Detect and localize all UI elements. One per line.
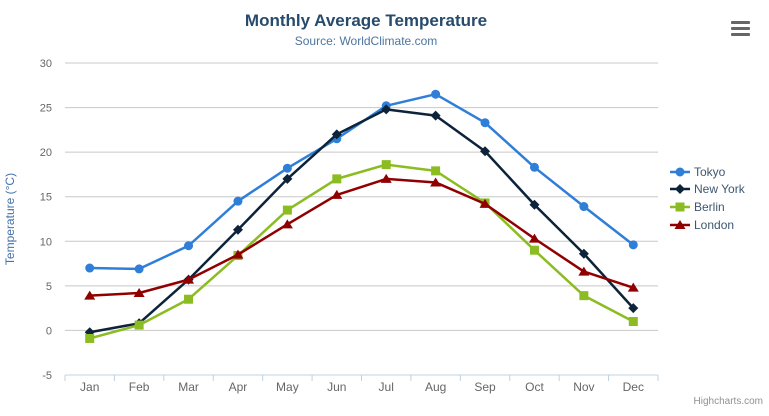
data-point-tokyo-oct[interactable] xyxy=(529,162,539,172)
hamburger-icon xyxy=(731,26,750,31)
x-axis-tick-label: Aug xyxy=(425,380,446,394)
grid-layer xyxy=(65,62,658,376)
x-axis-tick-label: Oct xyxy=(525,380,544,394)
legend-marker-berlin xyxy=(675,202,685,212)
credits-link[interactable]: Highcharts.com xyxy=(693,396,763,407)
data-point-tokyo-sep[interactable] xyxy=(480,118,490,128)
legend-marker-diamond-icon xyxy=(670,184,690,195)
data-point-london-jan[interactable] xyxy=(84,290,96,300)
legend-marker-circle-icon xyxy=(670,167,690,177)
data-point-new-york-jun[interactable] xyxy=(331,129,342,140)
data-point-berlin-feb[interactable] xyxy=(134,320,144,330)
y-axis-tick-label: 0 xyxy=(46,325,52,337)
data-point-berlin-oct[interactable] xyxy=(529,245,539,255)
series-london xyxy=(84,173,639,300)
data-point-new-york-apr[interactable] xyxy=(232,224,243,235)
data-point-berlin-jan[interactable] xyxy=(85,333,95,343)
x-axis-tick-label: Jul xyxy=(379,380,394,394)
axis-layer xyxy=(64,374,659,381)
series-line-tokyo xyxy=(88,92,635,271)
data-point-new-york-aug[interactable] xyxy=(430,110,441,121)
data-point-london-aug[interactable] xyxy=(430,177,442,187)
data-point-tokyo-feb[interactable] xyxy=(134,264,144,274)
y-axis-title: Temperature (°C) xyxy=(3,173,17,265)
legend-item-london[interactable]: London xyxy=(669,216,745,234)
y-axis-tick-label: 10 xyxy=(40,236,52,248)
hamburger-icon xyxy=(731,32,750,37)
x-axis-tick-label: Nov xyxy=(573,380,594,394)
x-axis-tick-label: Sep xyxy=(474,380,496,394)
data-point-new-york-jul[interactable] xyxy=(381,104,392,115)
legend-marker-square-icon xyxy=(670,202,690,212)
data-point-london-may[interactable] xyxy=(281,219,293,229)
export-menu-button[interactable] xyxy=(731,21,750,39)
legend-label: New York xyxy=(694,182,745,197)
legend-marker-new-york xyxy=(675,184,685,195)
x-axis-tick-label: May xyxy=(276,380,299,394)
chart-title: Monthly Average Temperature xyxy=(244,11,488,30)
data-point-tokyo-nov[interactable] xyxy=(579,202,589,212)
data-point-new-york-oct[interactable] xyxy=(529,199,540,210)
data-point-tokyo-apr[interactable] xyxy=(233,196,243,206)
data-point-berlin-jun[interactable] xyxy=(332,174,342,184)
data-point-london-nov[interactable] xyxy=(578,266,590,276)
data-point-berlin-may[interactable] xyxy=(282,205,292,215)
data-point-london-jul[interactable] xyxy=(380,173,392,183)
series-tokyo xyxy=(85,89,638,274)
legend-marker-tokyo xyxy=(675,167,685,177)
x-axis-tick-label: Feb xyxy=(129,380,150,394)
y-axis-tick-label: 20 xyxy=(40,147,52,159)
x-axis-tick-label: Jun xyxy=(327,380,346,394)
legend-item-berlin[interactable]: Berlin xyxy=(669,198,745,216)
data-point-new-york-nov[interactable] xyxy=(578,248,589,259)
data-point-new-york-sep[interactable] xyxy=(480,146,491,157)
chart-subtitle: Source: WorldClimate.com xyxy=(294,34,438,48)
legend-marker-triangle-icon xyxy=(670,219,690,229)
data-point-berlin-mar[interactable] xyxy=(184,294,194,304)
data-point-berlin-nov[interactable] xyxy=(579,291,589,301)
y-axis-tick-label: 5 xyxy=(46,281,52,293)
data-point-london-mar[interactable] xyxy=(183,274,195,284)
data-point-london-sep[interactable] xyxy=(479,198,491,208)
data-point-london-oct[interactable] xyxy=(528,233,540,243)
data-point-london-jun[interactable] xyxy=(331,189,343,199)
data-point-tokyo-mar[interactable] xyxy=(184,241,194,251)
series-line-berlin xyxy=(88,163,635,340)
legend-label: Berlin xyxy=(694,199,725,214)
series-line-new-york xyxy=(88,108,635,334)
data-point-tokyo-may[interactable] xyxy=(282,163,292,173)
legend-label: London xyxy=(694,217,735,232)
legend: Tokyo New York Berlin London xyxy=(669,163,745,233)
x-axis-tick-label: Jan xyxy=(80,380,99,394)
legend-item-new-york[interactable]: New York xyxy=(669,181,745,199)
data-point-berlin-dec[interactable] xyxy=(628,317,638,327)
legend-marker-london xyxy=(674,219,686,229)
axis-labels-layer: -5 0 5 10 15 20 25 30 Jan Feb Mar Apr May Jun Jul Aug Se… xyxy=(40,58,644,394)
legend-item-tokyo[interactable]: Tokyo xyxy=(669,163,745,181)
y-axis-tick-label: -5 xyxy=(42,370,52,382)
y-axis-tick-label: 30 xyxy=(40,58,52,70)
hamburger-icon xyxy=(731,21,750,25)
data-point-berlin-jul[interactable] xyxy=(381,160,391,170)
data-point-tokyo-jan[interactable] xyxy=(85,263,95,273)
data-point-tokyo-dec[interactable] xyxy=(628,240,638,250)
data-point-london-feb[interactable] xyxy=(133,287,145,297)
x-axis-tick-label: Mar xyxy=(178,380,199,394)
x-axis-tick-label: Dec xyxy=(623,380,644,394)
data-point-tokyo-aug[interactable] xyxy=(431,89,441,99)
series-line-london xyxy=(88,177,635,297)
legend-label: Tokyo xyxy=(694,164,726,179)
series-new-york xyxy=(84,104,639,338)
data-point-new-york-dec[interactable] xyxy=(628,303,639,314)
series-layer xyxy=(84,89,639,343)
y-axis-tick-label: 15 xyxy=(40,192,52,204)
data-point-new-york-may[interactable] xyxy=(282,173,293,184)
x-axis-tick-label: Apr xyxy=(229,380,248,394)
data-point-london-apr[interactable] xyxy=(232,249,244,259)
data-point-london-dec[interactable] xyxy=(627,282,639,292)
data-point-berlin-aug[interactable] xyxy=(431,166,441,176)
y-axis-tick-label: 25 xyxy=(40,103,52,115)
